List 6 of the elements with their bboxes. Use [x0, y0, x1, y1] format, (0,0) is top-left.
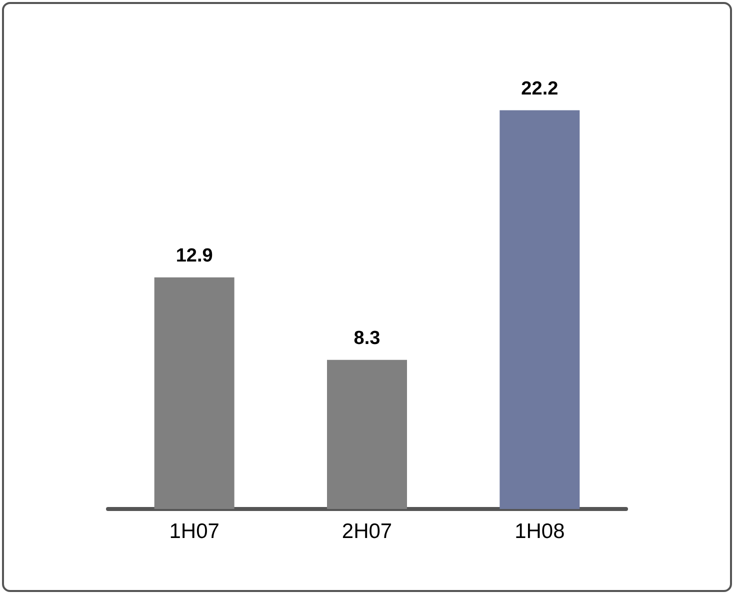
data-label: 12.9 — [176, 245, 213, 266]
x-tick-label: 2H07 — [342, 520, 392, 543]
x-tick-label: 1H07 — [169, 520, 220, 543]
x-tick-label: 1H08 — [514, 520, 565, 543]
data-label: 22.2 — [521, 78, 558, 100]
data-label: 8.3 — [354, 328, 380, 349]
